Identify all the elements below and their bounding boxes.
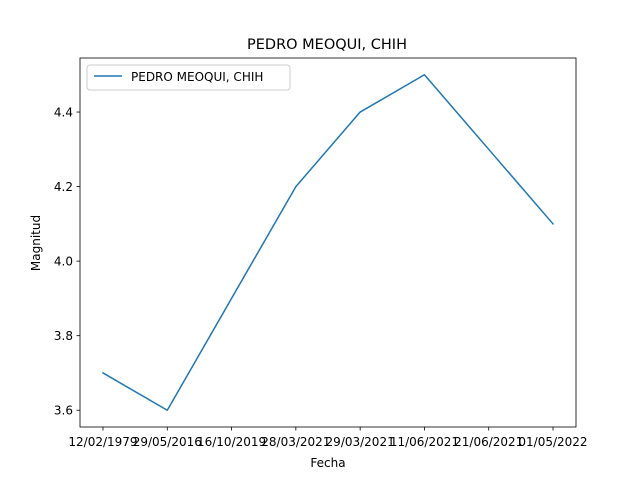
x-tick-label: 21/06/2021 (454, 435, 523, 449)
chart-title: PEDRO MEOQUI, CHIH (247, 37, 407, 53)
x-tick-label: 28/03/2021 (261, 435, 330, 449)
y-axis-title: Magnitud (29, 215, 43, 271)
plot-marks (101, 74, 555, 411)
series-line (101, 74, 555, 411)
x-tick-label: 29/05/2016 (133, 435, 202, 449)
x-axis: 12/02/197929/05/201616/10/201928/03/2021… (68, 427, 588, 449)
x-tick-label: 12/02/1979 (68, 435, 137, 449)
y-tick-label: 3.6 (54, 404, 73, 418)
x-tick-label: 29/03/2021 (326, 435, 395, 449)
legend: PEDRO MEOQUI, CHIH (86, 64, 291, 91)
y-tick-label: 4.0 (54, 254, 73, 268)
x-tick-label: 01/05/2022 (518, 435, 587, 449)
x-axis-title: Fecha (310, 456, 345, 470)
legend-box (86, 64, 291, 91)
y-tick-label: 4.2 (54, 180, 73, 194)
x-tick-label: 16/10/2019 (197, 435, 266, 449)
x-tick-label: 11/06/2021 (390, 435, 459, 449)
y-axis: 3.6 3.8 4.0 4.2 4.4 (54, 105, 80, 418)
legend-label: PEDRO MEOQUI, CHIH (131, 70, 263, 84)
y-tick-label: 3.8 (54, 329, 73, 343)
plot-frame (79, 57, 577, 428)
y-tick-label: 4.4 (54, 105, 73, 119)
